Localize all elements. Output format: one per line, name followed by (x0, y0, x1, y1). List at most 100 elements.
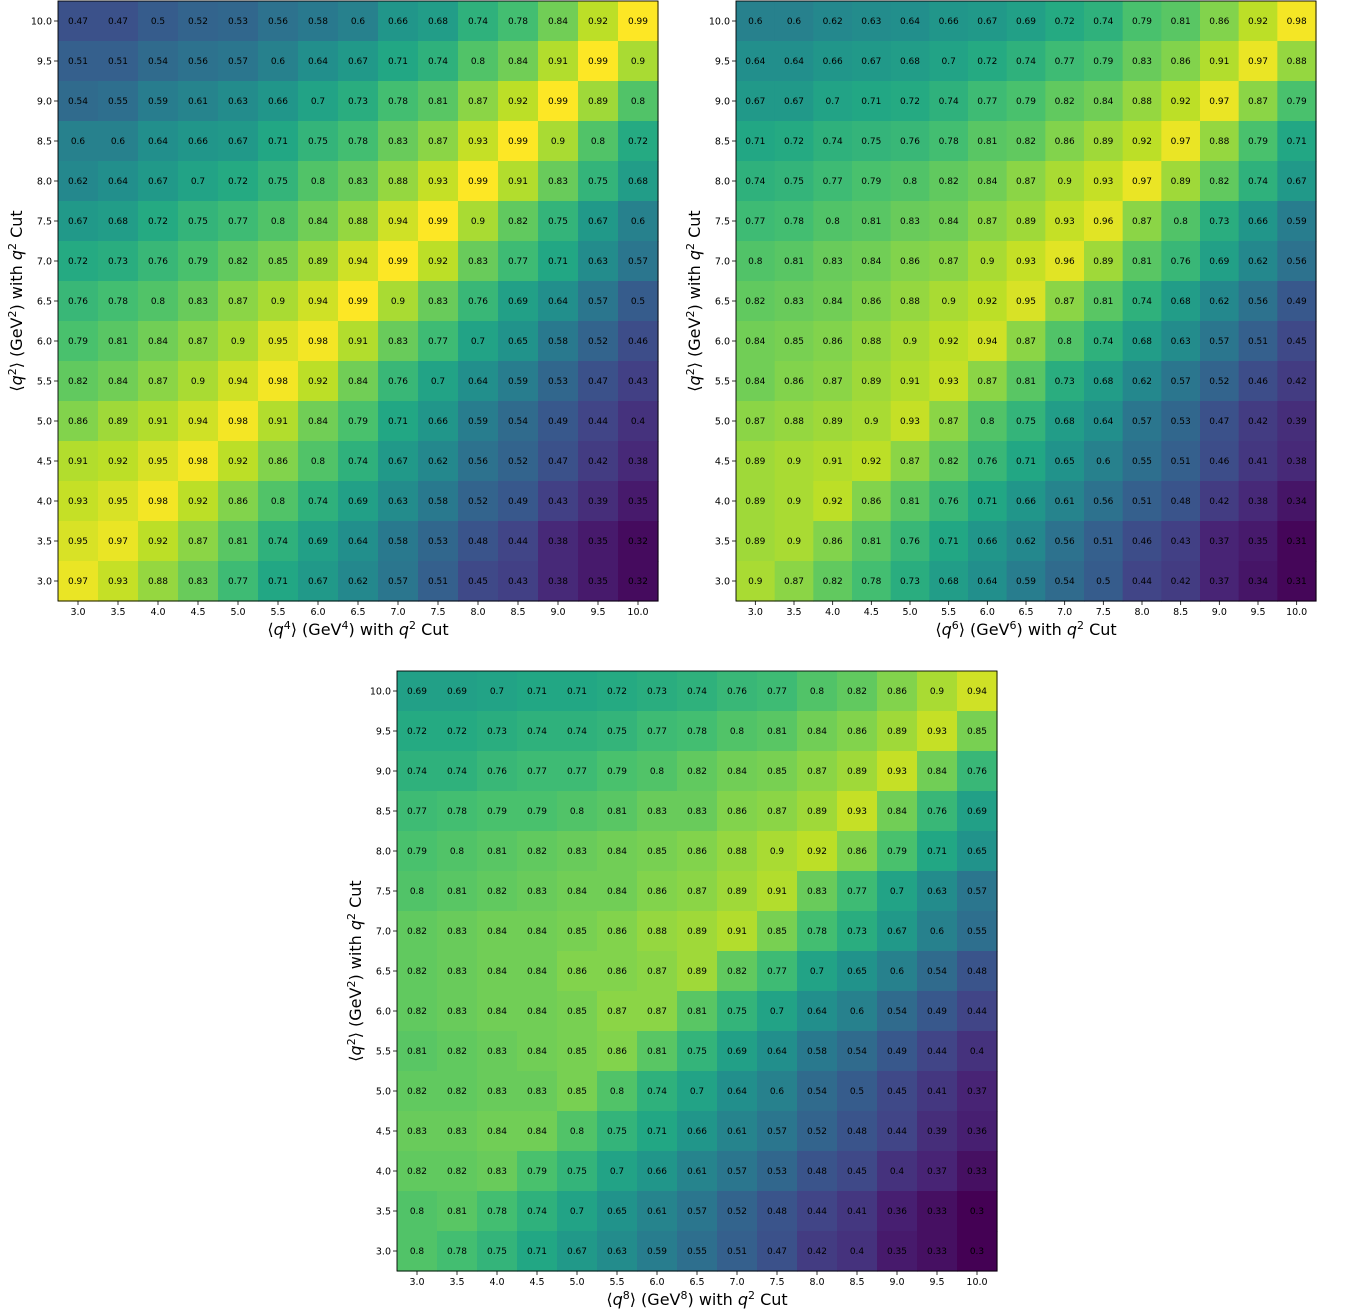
heatmap-cell (929, 81, 969, 122)
heatmap-cell (1122, 241, 1162, 282)
cell-value-label: 0.62 (823, 17, 843, 27)
heatmap-cell (517, 991, 558, 1032)
cell-value-label: 0.48 (1171, 497, 1191, 507)
heatmap-cell (774, 201, 814, 242)
axis-label-part: ⟨ (685, 385, 704, 391)
heatmap-cell (458, 81, 499, 122)
cell-value-label: 0.44 (588, 417, 608, 427)
cell-value-label: 0.78 (861, 577, 881, 587)
cell-value-label: 0.93 (1016, 257, 1036, 267)
cell-value-label: 0.8 (1058, 337, 1073, 347)
heatmap-cell (437, 871, 478, 912)
heatmap-cell (458, 481, 499, 522)
heatmap-cell (774, 561, 814, 602)
heatmap-cell (517, 871, 558, 912)
heatmap-cell (757, 871, 798, 912)
heatmap-cell (138, 441, 179, 482)
cell-value-label: 0.78 (807, 927, 827, 937)
heatmap-cell (968, 441, 1008, 482)
heatmap-cell (498, 521, 539, 562)
heatmap-cell (578, 201, 619, 242)
cell-value-label: 0.63 (388, 497, 408, 507)
heatmap-cell (557, 1071, 598, 1112)
cell-value-label: 0.38 (1287, 457, 1307, 467)
heatmap-cell (837, 711, 878, 752)
y-axis-title: ⟨q2​⟩ (GeV2​) with q2​ Cut (345, 880, 365, 1061)
cell-value-label: 0.87 (1016, 337, 1036, 347)
cell-value-label: 0.57 (687, 1207, 707, 1217)
heatmap-cell (1238, 521, 1278, 562)
heatmap-cell (298, 321, 339, 362)
x-tick-label: 3.5 (449, 1277, 464, 1288)
heatmap-cell (774, 161, 814, 202)
cell-value-label: 0.84 (487, 967, 507, 977)
cell-value-label: 0.72 (68, 257, 88, 267)
axis-label-part: Cut (685, 210, 704, 243)
heatmap-cell (578, 481, 619, 522)
heatmap-cell (557, 711, 598, 752)
cell-value-label: 0.87 (607, 1007, 627, 1017)
x-tick-label: 5.0 (902, 607, 917, 618)
heatmap-cell (837, 911, 878, 952)
cell-value-label: 0.86 (861, 497, 881, 507)
cell-value-label: 0.79 (348, 417, 368, 427)
cell-value-label: 0.81 (1093, 297, 1113, 307)
cell-value-label: 0.64 (348, 537, 368, 547)
heatmap-cell (178, 481, 219, 522)
cell-value-label: 0.83 (807, 887, 827, 897)
heatmap-cell (957, 1071, 998, 1112)
heatmap-cell (517, 711, 558, 752)
cell-value-label: 0.58 (428, 497, 448, 507)
heatmap-cell (1161, 401, 1201, 442)
heatmap-cell (813, 561, 853, 602)
cell-value-label: 0.82 (487, 887, 507, 897)
heatmap-cell (1084, 121, 1124, 162)
heatmap-cell (437, 1191, 478, 1232)
cell-value-label: 0.82 (407, 927, 427, 937)
heatmap-cell (178, 161, 219, 202)
y-tick-label: 9.5 (376, 726, 391, 737)
cell-value-label: 0.84 (977, 177, 997, 187)
axis-label-part: q (274, 620, 284, 639)
heatmap-cell (1200, 201, 1240, 242)
cell-value-label: 0.7 (471, 337, 485, 347)
heatmap-cell (1006, 1, 1046, 42)
cell-value-label: 0.72 (228, 177, 248, 187)
cell-value-label: 0.82 (407, 1087, 427, 1097)
y-tick-label: 3.5 (715, 536, 730, 547)
cell-value-label: 0.67 (887, 927, 907, 937)
cell-value-label: 0.85 (647, 847, 667, 857)
cell-value-label: 0.57 (767, 1127, 787, 1137)
cell-value-label: 0.69 (967, 807, 987, 817)
cell-value-label: 0.45 (887, 1087, 907, 1097)
cell-value-label: 0.57 (967, 887, 987, 897)
cell-value-label: 0.89 (727, 887, 747, 897)
heatmap-cell (418, 121, 459, 162)
cell-value-label: 0.9 (770, 847, 785, 857)
heatmap-cell (677, 1231, 718, 1272)
heatmap-cell (58, 521, 99, 562)
heatmap-cell (929, 1, 969, 42)
axis-label-part: 2 (1077, 619, 1084, 632)
y-tick-label: 8.0 (376, 846, 391, 857)
cell-value-label: 0.66 (687, 1127, 707, 1137)
cell-value-label: 0.41 (847, 1207, 867, 1217)
heatmap-cell (397, 951, 438, 992)
heatmap-cell (957, 911, 998, 952)
cell-value-label: 0.95 (1016, 297, 1036, 307)
heatmap-cell (757, 1071, 798, 1112)
cell-value-label: 0.81 (487, 847, 507, 857)
heatmap-cell (757, 1231, 798, 1272)
heatmap-cell (852, 281, 892, 322)
heatmap-cell (717, 711, 758, 752)
y-tick-label: 5.5 (376, 1046, 391, 1057)
cell-value-label: 0.71 (388, 417, 408, 427)
heatmap-cell (813, 81, 853, 122)
cell-value-label: 0.4 (850, 1247, 865, 1257)
cell-value-label: 0.5 (631, 297, 645, 307)
cell-value-label: 0.67 (68, 217, 88, 227)
x-tick-label: 3.0 (70, 607, 85, 618)
cell-value-label: 0.83 (447, 1127, 467, 1137)
cell-value-label: 0.75 (727, 1007, 747, 1017)
heatmap-cell (813, 41, 853, 82)
